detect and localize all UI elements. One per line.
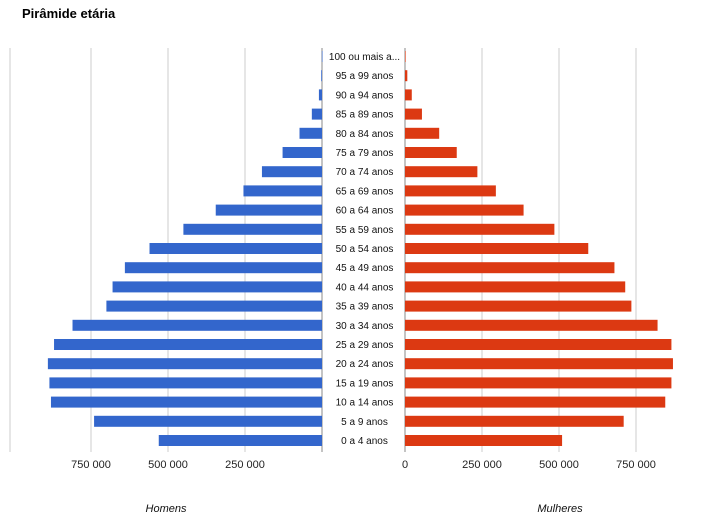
bar-men bbox=[243, 185, 322, 197]
bar-men bbox=[321, 51, 323, 62]
bar-women bbox=[405, 377, 672, 389]
category-label: 75 a 79 anos bbox=[336, 148, 394, 159]
category-label: 50 a 54 anos bbox=[336, 244, 394, 255]
right-tick-label: 500 000 bbox=[539, 459, 579, 471]
bar-men bbox=[50, 396, 323, 408]
right-tick-label: 750 000 bbox=[616, 459, 656, 471]
bar-women bbox=[405, 147, 457, 158]
series-label-women: Mulheres bbox=[537, 503, 583, 515]
bar-women bbox=[405, 358, 673, 370]
category-label: 95 a 99 anos bbox=[336, 71, 394, 82]
bar-men bbox=[149, 243, 322, 254]
category-label: 90 a 94 anos bbox=[336, 90, 394, 101]
bar-women bbox=[405, 262, 615, 274]
bar-men bbox=[47, 358, 322, 370]
bar-men bbox=[72, 319, 323, 331]
bar-men bbox=[49, 377, 323, 389]
bar-men bbox=[261, 166, 322, 178]
category-label: 60 a 64 anos bbox=[336, 206, 394, 217]
bar-women bbox=[405, 281, 626, 293]
bar-women bbox=[405, 51, 406, 62]
bar-men bbox=[311, 108, 322, 120]
bar-women bbox=[405, 127, 440, 139]
category-label: 5 a 9 anos bbox=[341, 417, 388, 428]
left-tick-label: 750 000 bbox=[71, 459, 111, 471]
bar-women bbox=[405, 204, 524, 216]
category-label: 10 a 14 anos bbox=[336, 398, 394, 409]
right-tick-label: 0 bbox=[402, 459, 408, 471]
series-label-men: Homens bbox=[146, 503, 187, 515]
bar-men bbox=[112, 281, 322, 293]
category-label: 25 a 29 anos bbox=[336, 340, 394, 351]
category-label: 40 a 44 anos bbox=[336, 282, 394, 293]
bar-men bbox=[321, 70, 322, 82]
category-label: 85 a 89 anos bbox=[336, 110, 394, 121]
category-label: 20 a 24 anos bbox=[336, 359, 394, 370]
bar-women bbox=[405, 166, 478, 178]
bar-women bbox=[405, 243, 589, 254]
left-tick-label: 500 000 bbox=[148, 459, 188, 471]
bar-men bbox=[215, 204, 322, 216]
bar-men bbox=[183, 223, 322, 235]
bar-women bbox=[405, 185, 496, 197]
category-label: 55 a 59 anos bbox=[336, 225, 394, 236]
bar-men bbox=[158, 435, 322, 446]
bar-men bbox=[318, 89, 322, 101]
chart-title: Pirâmide etária bbox=[22, 6, 116, 21]
bar-women bbox=[405, 339, 672, 350]
bar-men bbox=[124, 262, 322, 274]
bar-women bbox=[405, 319, 658, 331]
category-label: 80 a 84 anos bbox=[336, 129, 394, 140]
bar-women bbox=[405, 108, 422, 120]
category-label: 30 a 34 anos bbox=[336, 321, 394, 332]
category-label: 35 a 39 anos bbox=[336, 302, 394, 313]
bar-women bbox=[405, 70, 408, 82]
right-tick-label: 250 000 bbox=[462, 459, 502, 471]
bar-men bbox=[282, 147, 322, 158]
bar-men bbox=[54, 339, 322, 350]
category-label: 15 a 19 anos bbox=[336, 378, 394, 389]
bar-men bbox=[299, 127, 322, 139]
bar-men bbox=[94, 415, 322, 427]
bar-women bbox=[405, 89, 412, 101]
bar-women bbox=[405, 300, 632, 312]
bar-women bbox=[405, 396, 666, 408]
bar-women bbox=[405, 223, 555, 235]
category-label: 70 a 74 anos bbox=[336, 167, 394, 178]
category-label: 65 a 69 anos bbox=[336, 186, 394, 197]
category-label: 0 a 4 anos bbox=[341, 436, 388, 447]
bar-women bbox=[405, 435, 563, 446]
category-label: 100 ou mais a... bbox=[329, 52, 400, 63]
left-tick-label: 250 000 bbox=[225, 459, 265, 471]
bar-men bbox=[106, 300, 323, 312]
category-label: 45 a 49 anos bbox=[336, 263, 394, 274]
bar-women bbox=[405, 415, 624, 427]
